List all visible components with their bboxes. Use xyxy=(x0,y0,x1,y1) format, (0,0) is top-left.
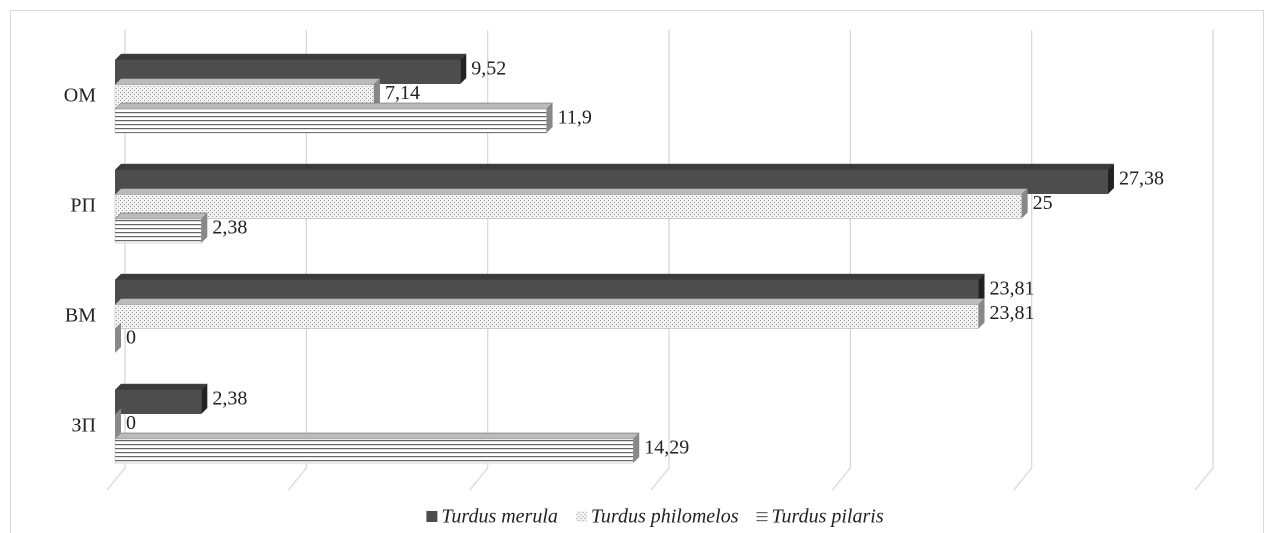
value-label: 2,38 xyxy=(212,217,247,239)
bar xyxy=(114,322,122,353)
legend-marker xyxy=(575,511,587,522)
legend-text: Turdus pilaris xyxy=(772,506,884,528)
bar-side xyxy=(460,54,467,84)
value-label: 25 xyxy=(1033,192,1053,214)
category-label: РП xyxy=(70,195,96,217)
bar-front xyxy=(114,194,1022,219)
bar-front xyxy=(115,390,202,414)
bar-side xyxy=(115,323,121,353)
grid-line xyxy=(469,30,489,491)
value-label: 0 xyxy=(126,327,136,349)
value-label: 14,29 xyxy=(644,437,689,459)
value-label: 0 xyxy=(126,412,136,434)
bar-top xyxy=(114,212,208,220)
bar-top xyxy=(114,432,640,440)
legend: Turdus merula Turdus philomelos Turdus pil… xyxy=(426,506,884,528)
bar-front xyxy=(114,438,634,464)
category-label: ОМ xyxy=(64,85,96,107)
bar xyxy=(114,298,986,329)
grid-line xyxy=(650,30,670,491)
bar-top xyxy=(114,188,1029,195)
value-label: 7,14 xyxy=(385,82,420,104)
bar-front xyxy=(114,304,979,329)
bar-top xyxy=(114,102,554,110)
value-label: 9,52 xyxy=(471,58,506,80)
bar xyxy=(114,432,640,464)
bar xyxy=(114,383,208,414)
legend-marker xyxy=(426,511,438,522)
bar-top xyxy=(114,78,381,85)
category-label: ЗП xyxy=(72,415,96,437)
value-label: 23,81 xyxy=(990,278,1035,300)
bar xyxy=(114,408,122,439)
grid-line xyxy=(1194,30,1214,491)
bar-side xyxy=(978,298,985,329)
legend-text: Turdus merula xyxy=(441,506,558,528)
bar-top xyxy=(114,383,208,391)
bar xyxy=(114,212,208,244)
bar-side xyxy=(633,433,640,463)
bar-side xyxy=(1021,188,1028,219)
bar-front xyxy=(114,108,547,134)
bar-side xyxy=(201,213,208,243)
legend-marker xyxy=(756,511,768,522)
grid-line xyxy=(1013,30,1033,491)
grid-line xyxy=(831,30,851,491)
bar-top xyxy=(114,163,1115,171)
bar-side xyxy=(115,408,121,439)
bar-side xyxy=(546,103,553,133)
bar xyxy=(114,102,554,134)
legend-text: Turdus philomelos xyxy=(591,506,739,528)
category-label: ВМ xyxy=(65,305,96,327)
chart-frame xyxy=(10,10,1264,533)
value-label: 23,81 xyxy=(990,302,1035,324)
bar-top xyxy=(114,273,986,281)
bar-side xyxy=(373,78,380,109)
bar-side xyxy=(1107,164,1114,194)
value-label: 11,9 xyxy=(558,107,592,129)
bar-side xyxy=(978,274,985,304)
bar-front xyxy=(114,218,202,244)
bar-top xyxy=(114,53,467,61)
value-label: 2,38 xyxy=(212,388,247,410)
bar-top xyxy=(114,298,986,305)
value-label: 27,38 xyxy=(1119,168,1164,190)
bar-side xyxy=(201,384,208,414)
bar xyxy=(114,188,1029,219)
